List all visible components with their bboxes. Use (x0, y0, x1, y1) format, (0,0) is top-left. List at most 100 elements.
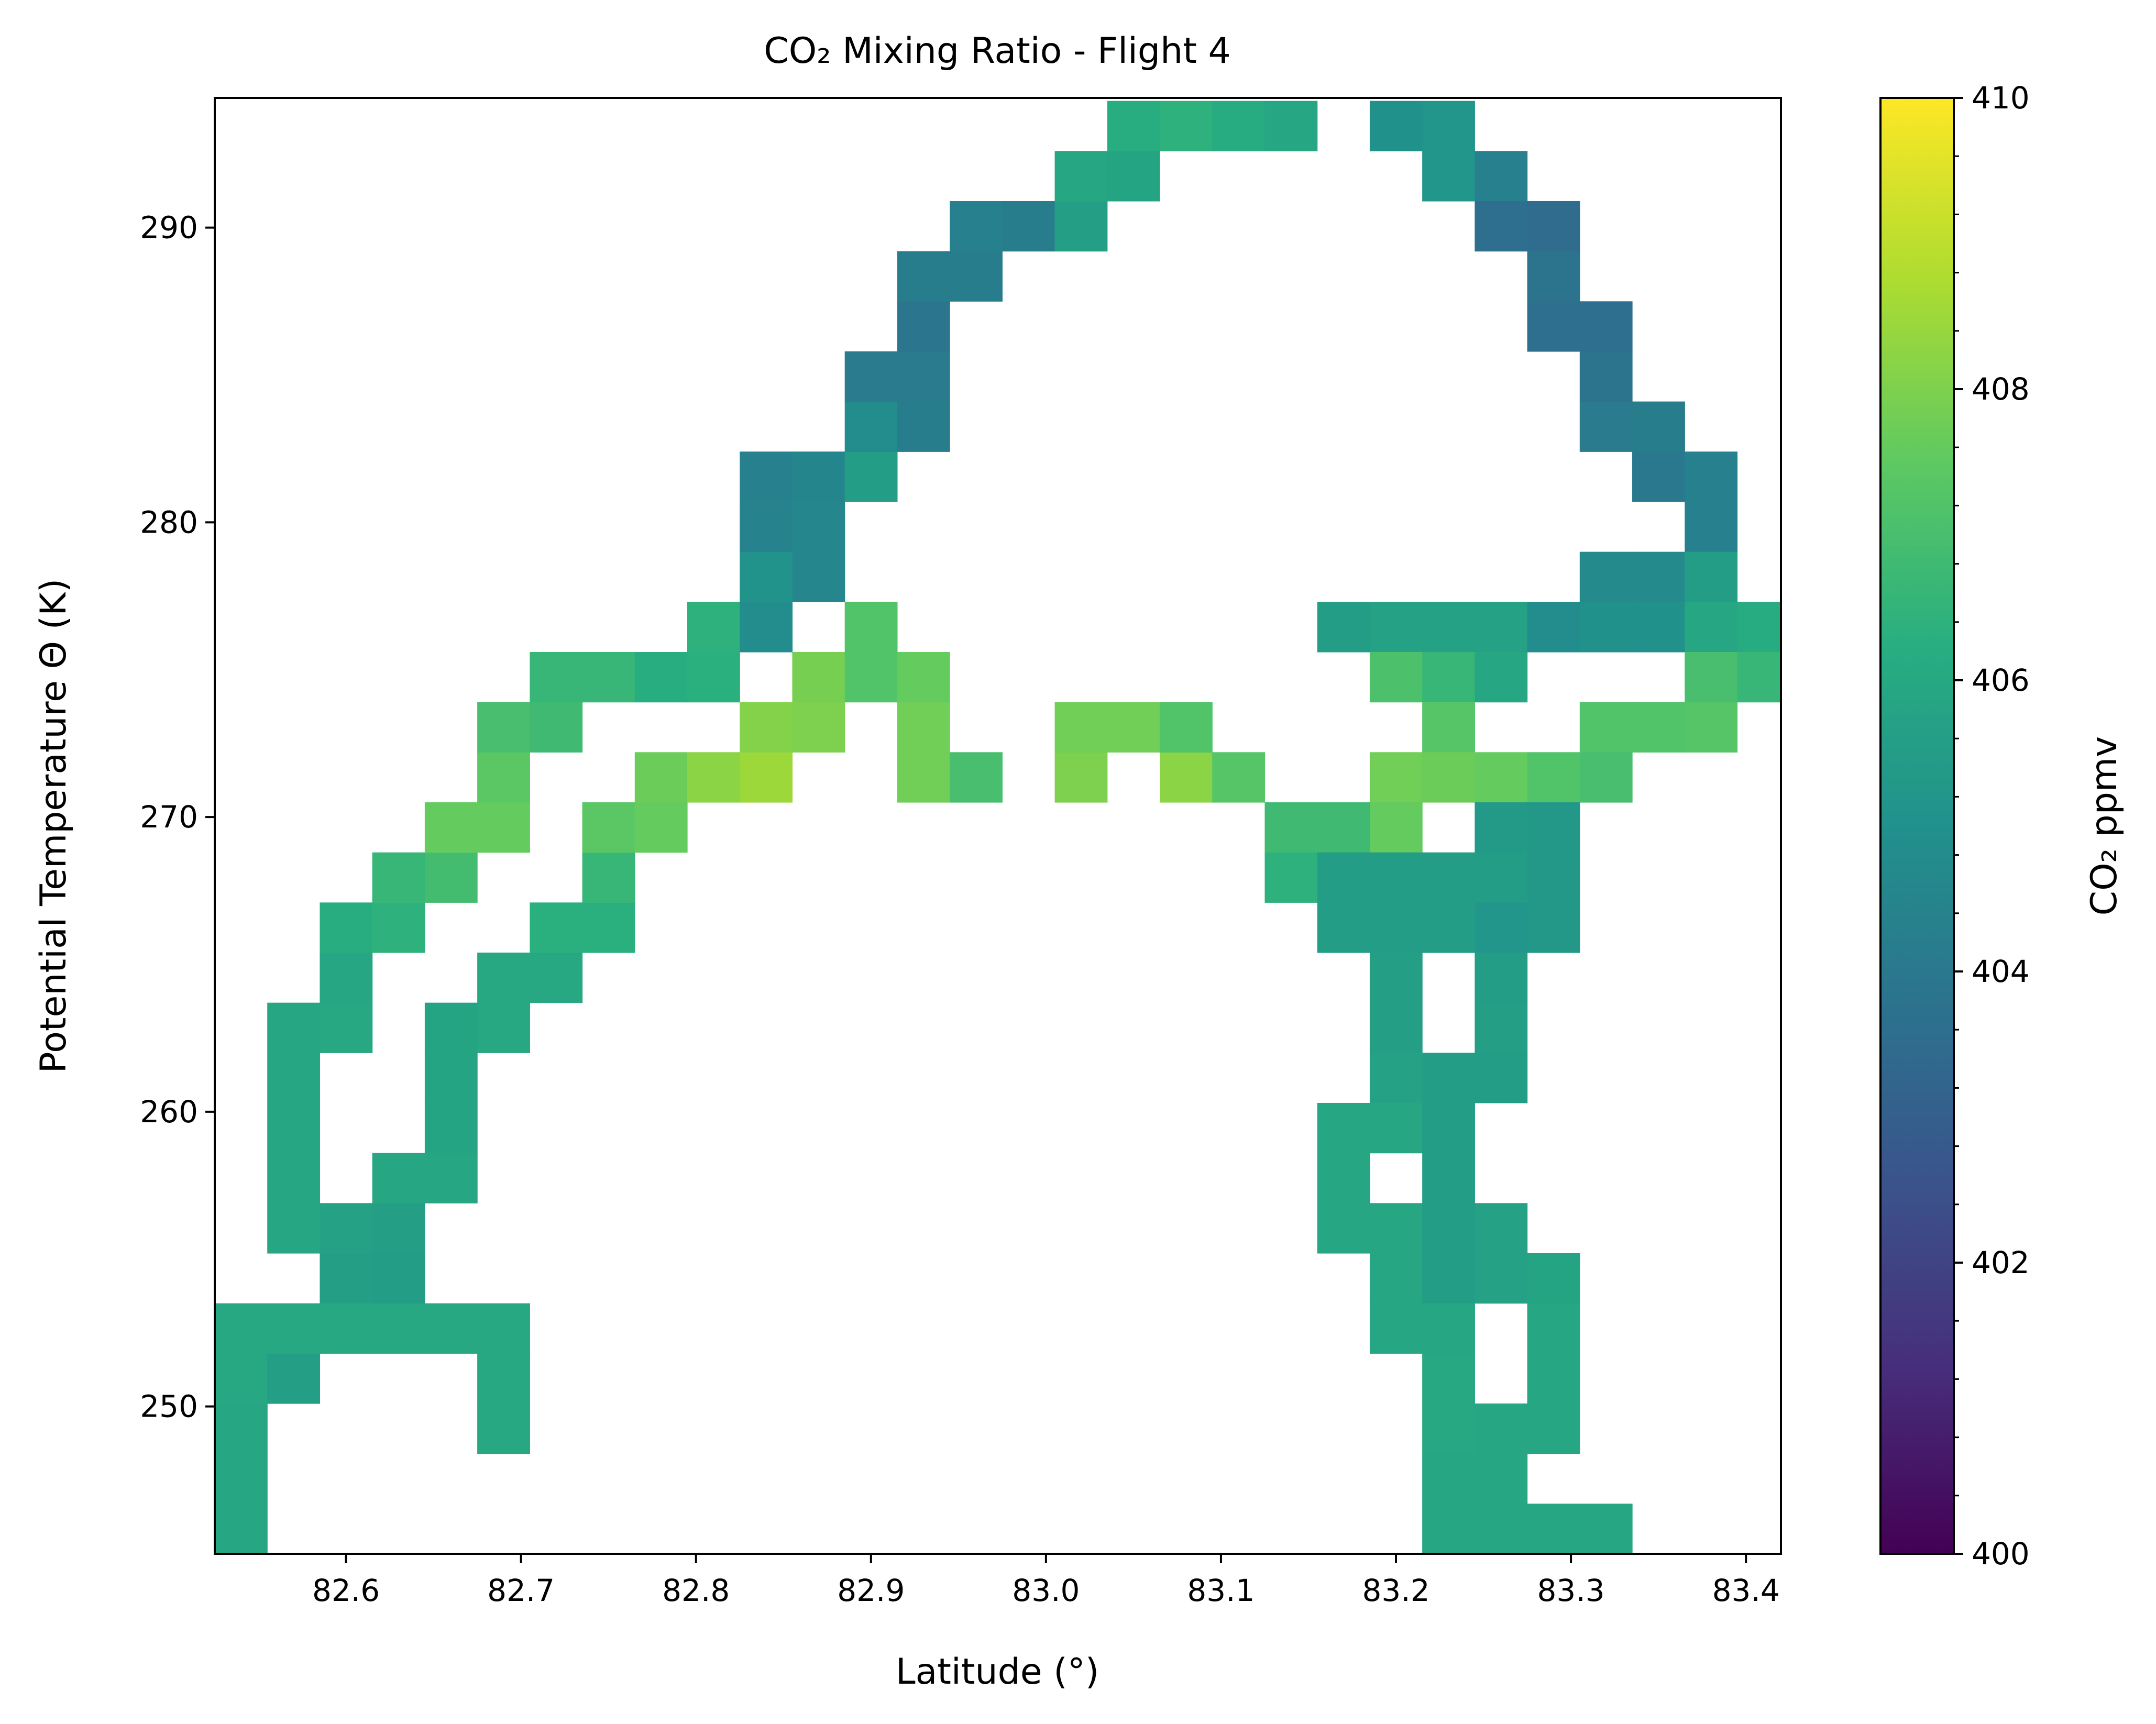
heatmap-cell (1369, 1002, 1423, 1053)
heatmap-cell (477, 952, 530, 1003)
heatmap-cell (792, 551, 845, 602)
heatmap-cell (1685, 602, 1738, 653)
heatmap-cell (424, 1303, 478, 1354)
heatmap-cell (1422, 602, 1475, 653)
heatmap-cell (950, 251, 1003, 302)
heatmap-cell (320, 902, 373, 953)
colorbar-label: CO₂ ppmv (2084, 736, 2125, 916)
heatmap-cell (1317, 1153, 1370, 1203)
heatmap-cell (844, 651, 898, 703)
heatmap-cell (267, 1002, 321, 1053)
x-tick-label: 83.4 (1712, 1573, 1780, 1608)
heatmap-cell (1317, 1203, 1370, 1254)
heatmap-cell (1475, 1053, 1528, 1103)
heatmap-cell (1054, 201, 1108, 252)
heatmap-cell (582, 802, 635, 853)
heatmap-cell (1579, 301, 1633, 352)
heatmap-cell (1369, 1102, 1423, 1154)
heatmap-cell (1369, 101, 1423, 151)
heatmap-cell (320, 1002, 373, 1053)
heatmap-cell (1475, 1002, 1528, 1053)
heatmap-cell (267, 1203, 321, 1254)
y-tick-label: 280 (140, 504, 198, 540)
y-tick-label: 250 (140, 1389, 198, 1424)
heatmap-cell (950, 201, 1003, 252)
heatmap-cell (1369, 602, 1423, 653)
heatmap-cells (215, 101, 1781, 1554)
heatmap-cell (1527, 201, 1580, 252)
heatmap-cell (1422, 852, 1475, 903)
heatmap-cell (792, 651, 845, 703)
plot-frame (214, 97, 1782, 1555)
heatmap-cell (1422, 1453, 1475, 1504)
heatmap-cell (1160, 101, 1213, 151)
heatmap-cell (634, 802, 688, 853)
heatmap-cell (1475, 802, 1528, 853)
heatmap-cell (1422, 1053, 1475, 1103)
heatmap-cell (267, 1353, 321, 1404)
heatmap-cell (582, 651, 635, 703)
heatmap-cell (1737, 602, 1781, 653)
heatmap-cell (424, 852, 478, 903)
heatmap-cell (582, 852, 635, 903)
heatmap-cell (320, 1203, 373, 1254)
heatmap-cell (1264, 802, 1318, 853)
x-tick-label: 82.9 (837, 1573, 905, 1608)
heatmap-cell (1054, 752, 1108, 803)
heatmap-cell (1369, 651, 1423, 703)
heatmap-cell (215, 1504, 268, 1554)
heatmap-cell (950, 752, 1003, 803)
heatmap-cell (1527, 802, 1580, 853)
heatmap-cell (1527, 251, 1580, 302)
x-tick-label: 82.8 (662, 1573, 730, 1608)
heatmap-cell (1475, 151, 1528, 202)
heatmap-cell (372, 1303, 425, 1354)
heatmap-cell (897, 752, 950, 803)
heatmap-cell (1264, 852, 1318, 903)
heatmap-cell (897, 351, 950, 402)
heatmap-cell (1579, 1504, 1633, 1554)
heatmap-cell (1422, 101, 1475, 151)
heatmap-cell (477, 752, 530, 803)
heatmap-cell (1475, 1253, 1528, 1304)
heatmap-cell (1107, 101, 1160, 151)
heatmap-cell (1527, 1303, 1580, 1354)
colorbar-tick-label: 408 (1972, 371, 2030, 407)
x-tick-label: 82.6 (312, 1573, 380, 1608)
heatmap-cell (1369, 902, 1423, 953)
heatmap-cell (1527, 852, 1580, 903)
heatmap-cell (1632, 451, 1685, 502)
x-axis: 82.6 82.7 82.8 82.9 83.0 83.1 83.2 83.3 83.4 (312, 1554, 1780, 1608)
heatmap-cell (267, 1053, 321, 1103)
heatmap-cell (740, 702, 793, 753)
heatmap-cell (1054, 151, 1108, 202)
heatmap-cell (1422, 151, 1475, 202)
heatmap-cell (740, 602, 793, 653)
heatmap-cell (1685, 651, 1738, 703)
heatmap-cell (424, 1002, 478, 1053)
heatmap-cell (1002, 201, 1055, 252)
x-tick-label: 83.1 (1187, 1573, 1255, 1608)
heatmap-cell (1632, 702, 1685, 753)
heatmap-cell (582, 902, 635, 953)
heatmap-cell (1475, 201, 1528, 252)
heatmap-cell (1527, 602, 1580, 653)
x-axis-label: Latitude (°) (896, 1651, 1099, 1693)
heatmap-cell (477, 1303, 530, 1354)
heatmap-cell (1422, 902, 1475, 953)
heatmap-cell (1527, 752, 1580, 803)
heatmap-cell (1475, 902, 1528, 953)
heatmap-cell (477, 702, 530, 753)
heatmap-cell (1475, 1453, 1528, 1504)
heatmap-cell (897, 702, 950, 753)
heatmap-cell (687, 602, 740, 653)
heatmap-cell (215, 1303, 268, 1354)
heatmap-cell (1527, 1253, 1580, 1304)
heatmap-cell (1475, 952, 1528, 1003)
heatmap-cell (740, 501, 793, 552)
heatmap-cell (530, 651, 583, 703)
heatmap-cell (844, 351, 898, 402)
heatmap-cell (267, 1153, 321, 1203)
heatmap-cell (1737, 651, 1781, 703)
heatmap-cell (1369, 1203, 1423, 1254)
